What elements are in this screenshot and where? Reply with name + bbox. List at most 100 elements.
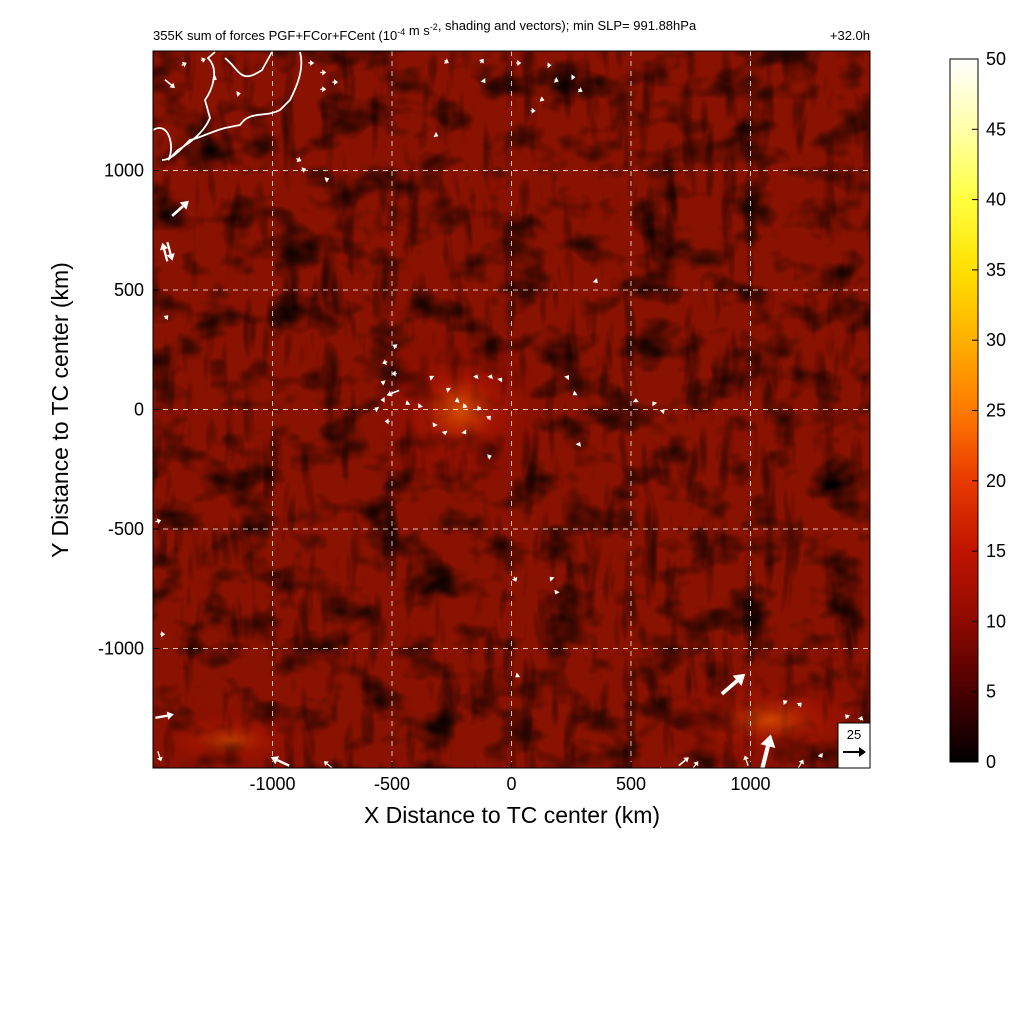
vector-head <box>671 767 673 768</box>
vector-arrow <box>515 672 521 678</box>
x-tick-label: 0 <box>506 774 516 794</box>
coastline <box>153 51 303 161</box>
vector-head <box>511 576 518 582</box>
vector-shaft <box>479 61 482 64</box>
vector-head <box>659 409 665 415</box>
y-axis-label: Y Distance to TC center (km) <box>47 262 73 558</box>
vector-arrow <box>300 167 307 173</box>
vector-head <box>515 672 521 678</box>
vector-head <box>652 401 658 407</box>
vector-head <box>693 761 699 767</box>
storm-core-glow <box>370 330 550 490</box>
vector-arrow <box>678 757 689 767</box>
vector-arrow <box>659 766 673 768</box>
vector-arrow <box>374 406 380 413</box>
vector-arrow <box>487 454 492 460</box>
vector-arrow <box>181 61 187 68</box>
vector-arrow <box>857 716 864 721</box>
vector-shaft <box>326 763 333 768</box>
vector-arrow <box>477 405 482 411</box>
vector-shaft <box>479 406 481 409</box>
vector-shaft <box>164 317 166 320</box>
vector-arrow <box>549 576 555 582</box>
vector-head <box>429 375 435 381</box>
colorbar-tick-label: 40 <box>986 190 1006 210</box>
vector-arrow <box>296 156 302 162</box>
vector-arrow <box>539 96 545 102</box>
vector-shaft <box>797 762 802 768</box>
vector-shaft <box>760 745 770 768</box>
vector-arrow <box>564 375 569 381</box>
vector-head <box>487 454 492 460</box>
colorbar-tick-label: 50 <box>986 49 1006 69</box>
vector-arrow <box>384 418 390 425</box>
vector-head <box>391 370 396 377</box>
vector-head <box>270 756 280 765</box>
title-segment: m s <box>405 23 430 38</box>
force-vectors <box>155 57 864 768</box>
vector-head <box>163 315 169 321</box>
vector-shaft <box>745 759 749 766</box>
vector-arrow <box>320 69 327 76</box>
vector-arrow <box>486 415 491 421</box>
vector-shaft <box>166 241 172 255</box>
vector-head <box>181 61 187 68</box>
vector-head <box>572 390 578 396</box>
title-superscript: -2 <box>430 22 438 32</box>
reference-vector-box: 25 <box>837 722 871 769</box>
vector-arrow <box>817 752 823 758</box>
vector-head <box>310 60 315 66</box>
x-tick-label: -500 <box>374 774 410 794</box>
vector-shaft <box>155 520 158 523</box>
vector-arrow <box>796 702 802 708</box>
vector-shaft <box>785 702 787 704</box>
vector-head <box>732 673 746 686</box>
vector-arrow <box>392 344 398 350</box>
vector-shaft <box>465 404 467 406</box>
vector-head <box>454 397 460 403</box>
vector-shaft <box>487 418 489 420</box>
vector-head <box>384 418 389 425</box>
vector-arrow <box>632 398 639 403</box>
vector-head <box>796 702 802 708</box>
vector-arrow <box>157 751 163 762</box>
vector-arrow <box>461 429 467 435</box>
vector-shaft <box>171 205 184 217</box>
vector-arrow <box>478 58 484 64</box>
vector-head <box>322 69 327 76</box>
vector-head <box>166 711 174 720</box>
x-tick-label: 500 <box>616 774 646 794</box>
x-axis-ticks: -1000 -500 0 500 1000 <box>249 762 771 794</box>
vector-head <box>577 87 583 93</box>
vector-arrow <box>743 755 749 766</box>
vector-arrow <box>516 60 522 66</box>
x-tick-label: 1000 <box>730 774 770 794</box>
title-segment: , shading and vectors); min SLP= 991.88h… <box>438 18 697 33</box>
vector-head <box>683 757 689 763</box>
reference-vector-label: 25 <box>847 727 861 742</box>
colorbar-ticks: 0 5 10 15 20 25 30 35 40 45 50 <box>972 49 1006 772</box>
vector-head <box>157 756 163 762</box>
bottom-left-glow <box>153 705 320 768</box>
y-tick-label: 0 <box>134 400 144 420</box>
vector-head <box>433 131 439 138</box>
vector-head <box>380 396 385 403</box>
vector-head <box>441 430 448 436</box>
colorbar-tick-label: 25 <box>986 401 1006 421</box>
vector-shaft <box>296 158 299 160</box>
vector-head <box>446 387 451 393</box>
vector-arrow <box>433 131 439 138</box>
vector-shaft <box>720 679 739 696</box>
vector-head <box>374 406 380 413</box>
vector-arrow <box>236 91 241 97</box>
vector-shaft <box>847 716 849 719</box>
vector-head <box>461 429 467 435</box>
vector-head <box>539 96 545 102</box>
vector-shaft <box>678 759 686 767</box>
colorbar-tick-label: 10 <box>986 611 1006 631</box>
title-segment: 355K sum of forces PGF+FCor+FCent (10 <box>153 28 397 43</box>
vector-head <box>517 60 522 66</box>
vector-shaft <box>513 576 516 579</box>
vector-head <box>845 714 851 720</box>
